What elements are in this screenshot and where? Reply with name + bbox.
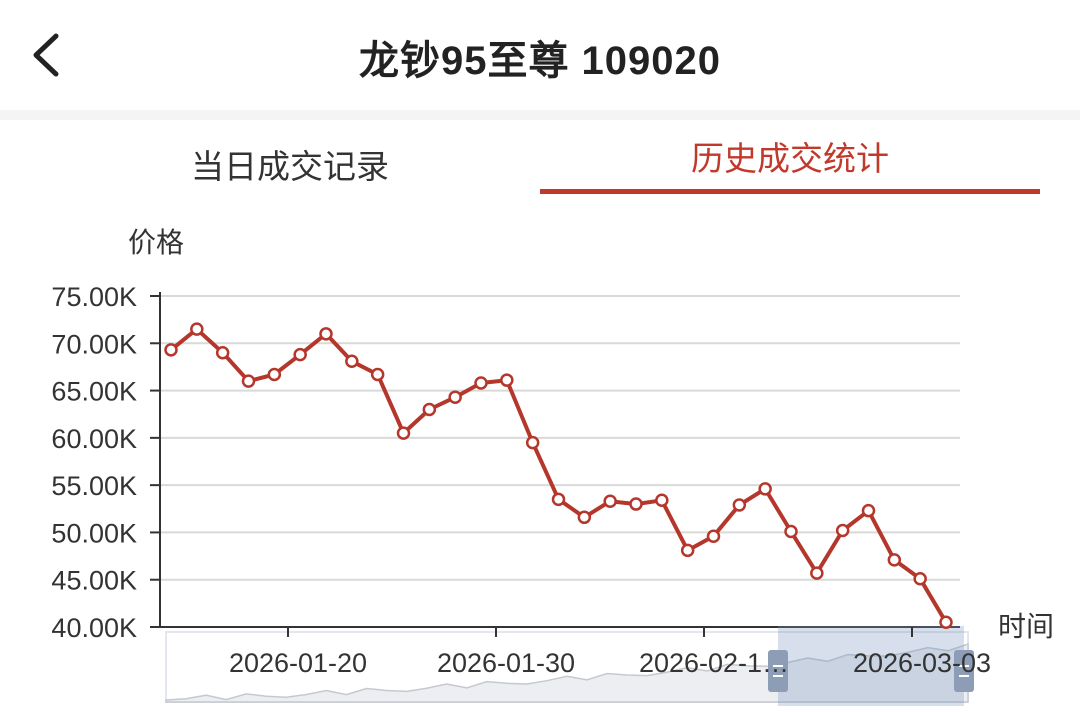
data-point (603, 494, 617, 508)
series-line (169, 327, 948, 624)
datazoom-handle-left[interactable] (768, 650, 788, 692)
data-point (861, 503, 876, 518)
datazoom-selected-range (778, 626, 964, 706)
y-axis-label: 价格 (128, 227, 184, 258)
y-tick-label: 70.00K (51, 329, 137, 359)
y-tick-label: 60.00K (51, 424, 137, 454)
data-point (680, 543, 695, 558)
data-point (293, 347, 307, 362)
data-point (784, 524, 798, 539)
data-point (267, 367, 282, 382)
data-point (474, 376, 488, 390)
data-point (706, 529, 721, 543)
y-tick-label: 40.00K (51, 613, 137, 643)
data-point (319, 327, 333, 341)
y-tick-label: 65.00K (51, 377, 137, 407)
data-point (577, 510, 592, 525)
data-point (396, 426, 411, 440)
x-tick-label: 2026-02-1… (639, 648, 789, 678)
x-tick-label: 2026-01-30 (437, 648, 575, 678)
handle-grip (768, 650, 788, 692)
datazoom-preview-area (165, 642, 969, 703)
data-point (913, 572, 927, 586)
data-point (345, 354, 359, 369)
data-point (655, 493, 669, 508)
data-point (500, 373, 514, 387)
y-tick-label: 55.00K (51, 471, 137, 501)
chevron-left-icon (33, 33, 59, 77)
data-point (551, 492, 566, 507)
x-axis-label: 时间 (998, 611, 1054, 642)
data-point (164, 343, 178, 357)
data-point (215, 345, 230, 360)
handle-grip (954, 650, 974, 692)
data-point (810, 566, 824, 580)
y-tick-label: 45.00K (51, 566, 137, 596)
y-tick-label: 50.00K (51, 518, 137, 548)
x-tick-label: 2026-01-20 (229, 648, 367, 678)
x-tick-label: 2026-03-03 (853, 648, 991, 678)
back-button[interactable] (26, 30, 70, 80)
tab-daily-records[interactable]: 当日成交记录 (191, 148, 389, 185)
app-header: 龙钞95至尊 109020 (0, 0, 1080, 110)
datazoom-handle-right[interactable] (954, 650, 974, 692)
data-point (732, 498, 747, 512)
data-point (370, 367, 385, 382)
data-point (190, 322, 204, 336)
data-point (241, 374, 256, 388)
data-point (629, 497, 643, 511)
tab-history-stats[interactable]: 历史成交统计 (691, 140, 889, 177)
data-point (887, 553, 902, 567)
data-point (835, 523, 850, 538)
page-title: 龙钞95至尊 109020 (358, 39, 722, 83)
data-point (525, 435, 540, 450)
data-point (758, 482, 772, 496)
header-divider (0, 110, 1080, 120)
price-line-chart: 价格 75.00K 70.00K 65.00K 60.00K 55.00K 50.00K 45… (51, 227, 1054, 706)
data-point (448, 390, 462, 404)
data-point (422, 402, 437, 417)
active-tab-indicator (540, 189, 1040, 194)
y-tick-label: 75.00K (51, 282, 137, 312)
data-point (939, 615, 953, 630)
